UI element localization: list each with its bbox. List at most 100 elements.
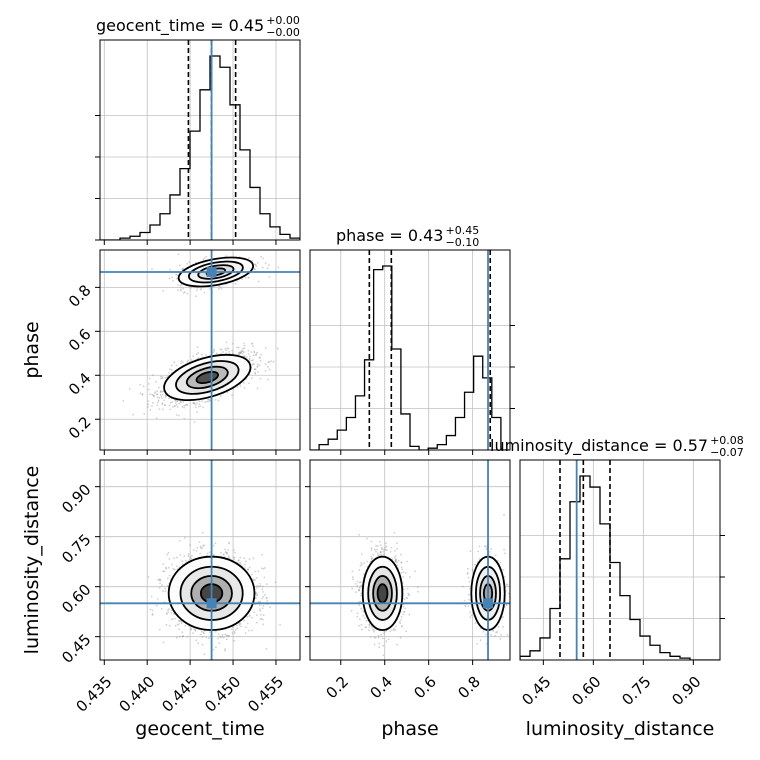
sample-point [261,607,264,610]
sample-point [254,372,257,375]
sample-point [380,553,382,556]
sample-point [232,556,235,559]
sample-point [178,628,181,630]
sample-point [240,351,242,354]
sample-point [169,368,171,371]
sample-point [259,600,262,603]
sample-point [240,349,243,352]
sample-point [148,388,150,391]
sample-point [400,553,402,556]
sample-point [193,421,196,423]
sample-point [244,567,246,569]
sample-point [227,555,230,558]
sample-point [248,382,251,385]
sample-point [254,268,256,271]
sample-point [206,554,208,557]
sample-point [233,632,236,635]
sample-point [195,295,197,298]
sample-point [212,554,215,557]
sample-point [157,578,160,581]
sample-point [248,615,251,618]
sample-point [259,359,262,362]
sample-point [379,544,382,546]
sample-point [169,268,172,271]
sample-point [175,404,178,406]
sample-point [253,368,256,370]
sample-point [188,261,191,263]
sample-point [163,570,166,573]
sample-point [171,401,174,403]
sample-point [166,553,169,556]
sample-point [259,377,262,380]
sample-point [203,653,206,656]
sample-point [356,584,359,587]
panel-2-0 [100,460,300,660]
sample-point [165,566,167,569]
sample-point [416,586,419,588]
sample-point [176,624,179,626]
sample-point [200,630,203,633]
sample-point [198,541,201,543]
sample-point [177,253,180,256]
sample-point [174,399,177,402]
panel-1-0 [100,250,300,450]
sample-point [196,546,199,549]
sample-point [215,352,218,355]
sample-point [256,365,259,368]
sample-point [164,587,167,590]
sample-point [262,591,265,593]
sample-point [242,347,244,350]
sample-point [226,391,229,394]
sample-point [358,587,361,589]
sample-point [380,634,383,636]
sample-point [181,631,184,634]
sample-point [184,291,186,293]
sample-point [151,614,154,616]
sample-point [177,284,179,286]
sample-point [179,264,181,266]
sample-point [205,354,207,356]
sample-point [360,607,363,610]
sample-point [157,386,160,389]
sample-point [158,397,161,399]
sample-point [162,390,164,393]
sample-point [231,394,234,397]
sample-point [265,583,268,586]
sample-point [251,259,254,262]
sample-point [142,385,145,388]
sample-point [224,648,227,650]
sample-point [182,635,185,638]
sample-point [154,391,157,393]
sample-point [227,635,230,638]
sample-point [202,258,205,261]
sample-point [196,346,199,349]
sample-point [247,349,250,352]
sample-point [258,356,261,359]
sample-point [183,404,186,407]
sample-point [180,362,182,365]
sample-point [163,404,166,406]
sample-point [195,639,198,642]
sample-point [218,642,221,644]
sample-point [205,636,208,639]
sample-point [212,544,215,547]
sample-point [158,586,161,589]
sample-point [251,342,253,345]
sample-point [241,352,244,355]
sample-point [219,635,222,638]
sample-point [176,556,178,559]
sample-point [256,593,259,596]
sample-point [151,405,153,407]
sample-point [192,632,194,634]
sample-point [243,355,246,358]
truth-marker [206,266,217,277]
sample-point [259,618,262,621]
sample-point [162,289,165,292]
sample-point [199,545,202,548]
sample-point [224,347,227,350]
sample-point [160,395,163,398]
sample-point [417,590,419,593]
sample-point [354,591,357,594]
sample-point [250,359,253,362]
sample-point [148,377,151,380]
